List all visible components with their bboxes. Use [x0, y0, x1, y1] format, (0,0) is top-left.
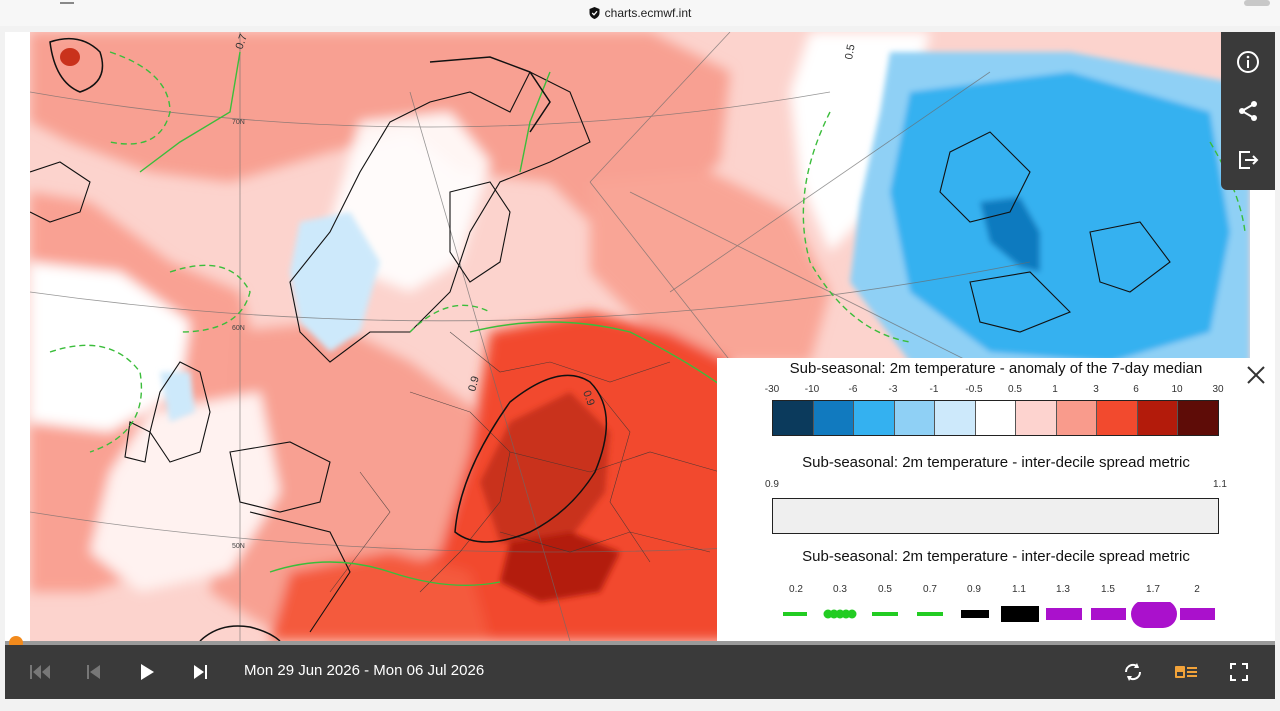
anomaly-tick: -6	[848, 384, 858, 395]
chart-stage: 70N 60N 50N 0.7 0.5 0.9 0.9 Sub-seasonal…	[5, 32, 1275, 699]
strong-warm-region-2	[500, 532, 620, 602]
contour-label-1: 0.7	[234, 33, 251, 51]
anomaly-tick: 0.5	[1008, 384, 1022, 395]
colorbar-cell	[894, 401, 936, 435]
spread-min-label: 0.9	[765, 479, 779, 490]
temperature-anomaly-map[interactable]: 70N 60N 50N 0.7 0.5 0.9 0.9	[30, 32, 1250, 641]
anomaly-tick: -30	[764, 384, 780, 395]
anomaly-tick: 30	[1212, 384, 1224, 395]
colorbar-cell	[1056, 401, 1098, 435]
line-label: 1.1	[1012, 584, 1026, 595]
colorbar-cell	[813, 401, 855, 435]
anomaly-tick: 6	[1133, 384, 1139, 395]
colorbar-cell	[854, 401, 895, 435]
colorbar-cell	[935, 401, 976, 435]
anomaly-region-east-salmon	[590, 172, 830, 362]
anomaly-tick: 10	[1171, 384, 1183, 395]
info-button[interactable]	[1233, 47, 1263, 77]
loop-icon	[1124, 663, 1142, 681]
warm-region-south	[270, 552, 490, 641]
cold-region-east-core	[890, 72, 1230, 362]
line-label: 0.7	[923, 584, 937, 595]
contour-label-2: 0.5	[843, 43, 857, 60]
spread-contours-green-solid	[139, 51, 731, 587]
previous-frame-button[interactable]	[81, 659, 107, 685]
browser-url-bar[interactable]: charts.ecmwf.int	[0, 0, 1280, 26]
colorbar-cell	[1016, 401, 1057, 435]
line-sample-1.7	[1131, 602, 1177, 628]
anomaly-tick: -0.5	[965, 384, 983, 395]
line-label: 0.2	[789, 584, 803, 595]
first-frame-button[interactable]	[27, 659, 53, 685]
contour-label-4: 0.9	[466, 375, 482, 393]
step-forward-icon	[194, 665, 207, 679]
legend-toggle-button[interactable]	[1173, 659, 1199, 685]
anomaly-tick: -3	[888, 384, 898, 395]
play-icon	[141, 664, 154, 680]
legend-icon	[1175, 666, 1197, 678]
colorbar-cell	[1178, 401, 1219, 435]
loop-button[interactable]	[1120, 659, 1146, 685]
anomaly-ticks: -30 -10 -6 -3 -1 -0.5 0.5 1 3 6 10 30	[765, 384, 1224, 396]
fullscreen-button[interactable]	[1226, 659, 1252, 685]
line-sample-0.3	[823, 609, 857, 619]
timeline-track[interactable]	[5, 641, 1275, 645]
share-button[interactable]	[1233, 96, 1263, 126]
spread-contours-black	[49, 37, 608, 641]
coastlines	[30, 71, 1171, 633]
line-label: 1.7	[1146, 584, 1160, 595]
browser-menu-pill[interactable]	[1244, 0, 1270, 6]
side-toolbar	[1221, 32, 1275, 190]
fullscreen-icon	[1230, 663, 1248, 681]
line-label: 1.5	[1101, 584, 1115, 595]
spread-max-label: 1.1	[1213, 479, 1227, 490]
spread-colorbar	[772, 498, 1219, 534]
spread-legend-title: Sub-seasonal: 2m temperature - inter-dec…	[802, 454, 1190, 471]
line-label: 0.9	[967, 584, 981, 595]
colorbar-cell	[975, 401, 1017, 435]
export-button[interactable]	[1233, 145, 1263, 175]
lat-label-70n: 70N	[232, 119, 245, 126]
url-text[interactable]: charts.ecmwf.int	[604, 6, 692, 20]
player-controls: Mon 29 Jun 2026 - Mon 06 Jul 2026	[5, 645, 1275, 699]
borders	[329, 331, 721, 593]
strong-warm-region	[480, 392, 610, 552]
lines-legend-title: Sub-seasonal: 2m temperature - inter-dec…	[802, 548, 1190, 565]
cold-region-scandinavia	[290, 212, 380, 352]
info-icon	[1237, 51, 1259, 74]
legend-panel: Sub-seasonal: 2m temperature - anomaly o…	[717, 358, 1275, 641]
line-label: 1.3	[1056, 584, 1070, 595]
line-label: 2	[1194, 584, 1200, 595]
date-range-label: Mon 29 Jun 2026 - Mon 06 Jul 2026	[244, 662, 485, 679]
anomaly-legend-title: Sub-seasonal: 2m temperature - anomaly o…	[789, 360, 1203, 377]
step-back-icon	[87, 665, 100, 679]
anomaly-tick: -1	[929, 384, 939, 395]
lat-label-50n: 50N	[232, 543, 245, 550]
anomaly-colorbar	[772, 400, 1219, 436]
graticule	[30, 32, 1250, 641]
line-label: 0.3	[833, 584, 847, 595]
contour-line-legend: 0.2 0.3 0.5 0.7 0.9 1.1 1.3 1.5 1.7 2	[769, 584, 1221, 628]
colorbar-cell	[773, 401, 814, 435]
next-frame-button[interactable]	[187, 659, 213, 685]
anomaly-tick: 1	[1052, 384, 1058, 395]
colorbar-cell	[1097, 401, 1138, 435]
line-label: 0.5	[878, 584, 892, 595]
lat-label-60n: 60N	[232, 325, 245, 332]
share-icon	[1239, 100, 1257, 121]
cold-region-uk	[160, 372, 195, 422]
anomaly-tick: 3	[1093, 384, 1099, 395]
tab-indicator	[60, 2, 74, 4]
neutral-region-west-2	[90, 392, 280, 592]
play-button[interactable]	[134, 659, 160, 685]
warm-spot-greenland	[60, 48, 80, 66]
colorbar-cell	[1137, 401, 1179, 435]
anomaly-tick: -10	[804, 384, 820, 395]
shield-icon	[589, 7, 600, 19]
skip-to-start-icon	[30, 665, 50, 679]
export-icon	[1239, 150, 1259, 169]
neutral-region-atlantic	[30, 262, 190, 432]
contour-label-3: 0.9	[580, 389, 597, 407]
close-icon[interactable]	[1243, 362, 1269, 388]
